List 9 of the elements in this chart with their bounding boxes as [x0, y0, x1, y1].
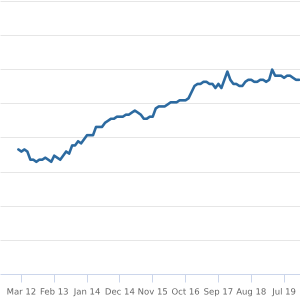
x-tick-label: Dec 14 [104, 288, 135, 298]
x-tick-label: Jul 19 [271, 288, 296, 298]
x-tick-label: Oct 16 [171, 288, 200, 298]
x-tick-label: Mar 12 [6, 288, 36, 298]
x-tick-label: Jan 14 [72, 288, 100, 298]
x-tick-label: Feb 13 [40, 288, 69, 298]
x-tick-label: Nov 15 [138, 288, 168, 298]
x-tick-label: Sep 17 [204, 288, 234, 298]
x-tick-label: Aug 18 [236, 288, 266, 298]
